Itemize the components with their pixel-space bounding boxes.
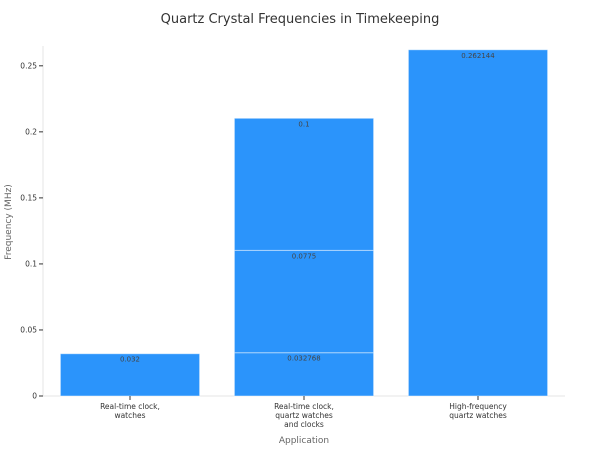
y-axis-title: Frequency (MHz) (4, 184, 14, 260)
data-label: 0.032 (120, 356, 140, 364)
plot-area: 0 0.05 0.1 0.15 0.2 0.25 0.032 Real-time clock,… (20, 46, 565, 429)
y-tick-label: 0.05 (20, 325, 37, 334)
x-tick-label: and clocks (284, 420, 324, 429)
data-label: 0.0775 (292, 252, 317, 260)
bar-segment (233, 249, 375, 354)
bar-segment (233, 117, 375, 251)
x-tick-label: High-frequency (449, 402, 507, 411)
x-tick-label: quartz watches (449, 411, 507, 420)
y-tick-label: 0.2 (25, 127, 37, 136)
data-label: 0.1 (298, 120, 309, 128)
x-axis-title: Application (279, 436, 329, 446)
y-tick-label: 0 (32, 392, 37, 401)
data-label: 0.032768 (287, 355, 320, 363)
x-tick-label: quartz watches (275, 411, 333, 420)
bar-segment (59, 353, 201, 397)
y-tick-label: 0.15 (20, 193, 37, 202)
y-tick-label: 0.25 (20, 61, 37, 70)
bar-segment (407, 49, 549, 397)
x-tick-label: Real-time clock, (100, 402, 160, 411)
x-tick-label: Real-time clock, (274, 402, 334, 411)
chart-title: Quartz Crystal Frequencies in Timekeepin… (161, 12, 440, 27)
data-label: 0.262144 (461, 52, 495, 60)
x-tick-label: watches (114, 411, 145, 420)
y-tick-label: 0.1 (25, 259, 37, 268)
